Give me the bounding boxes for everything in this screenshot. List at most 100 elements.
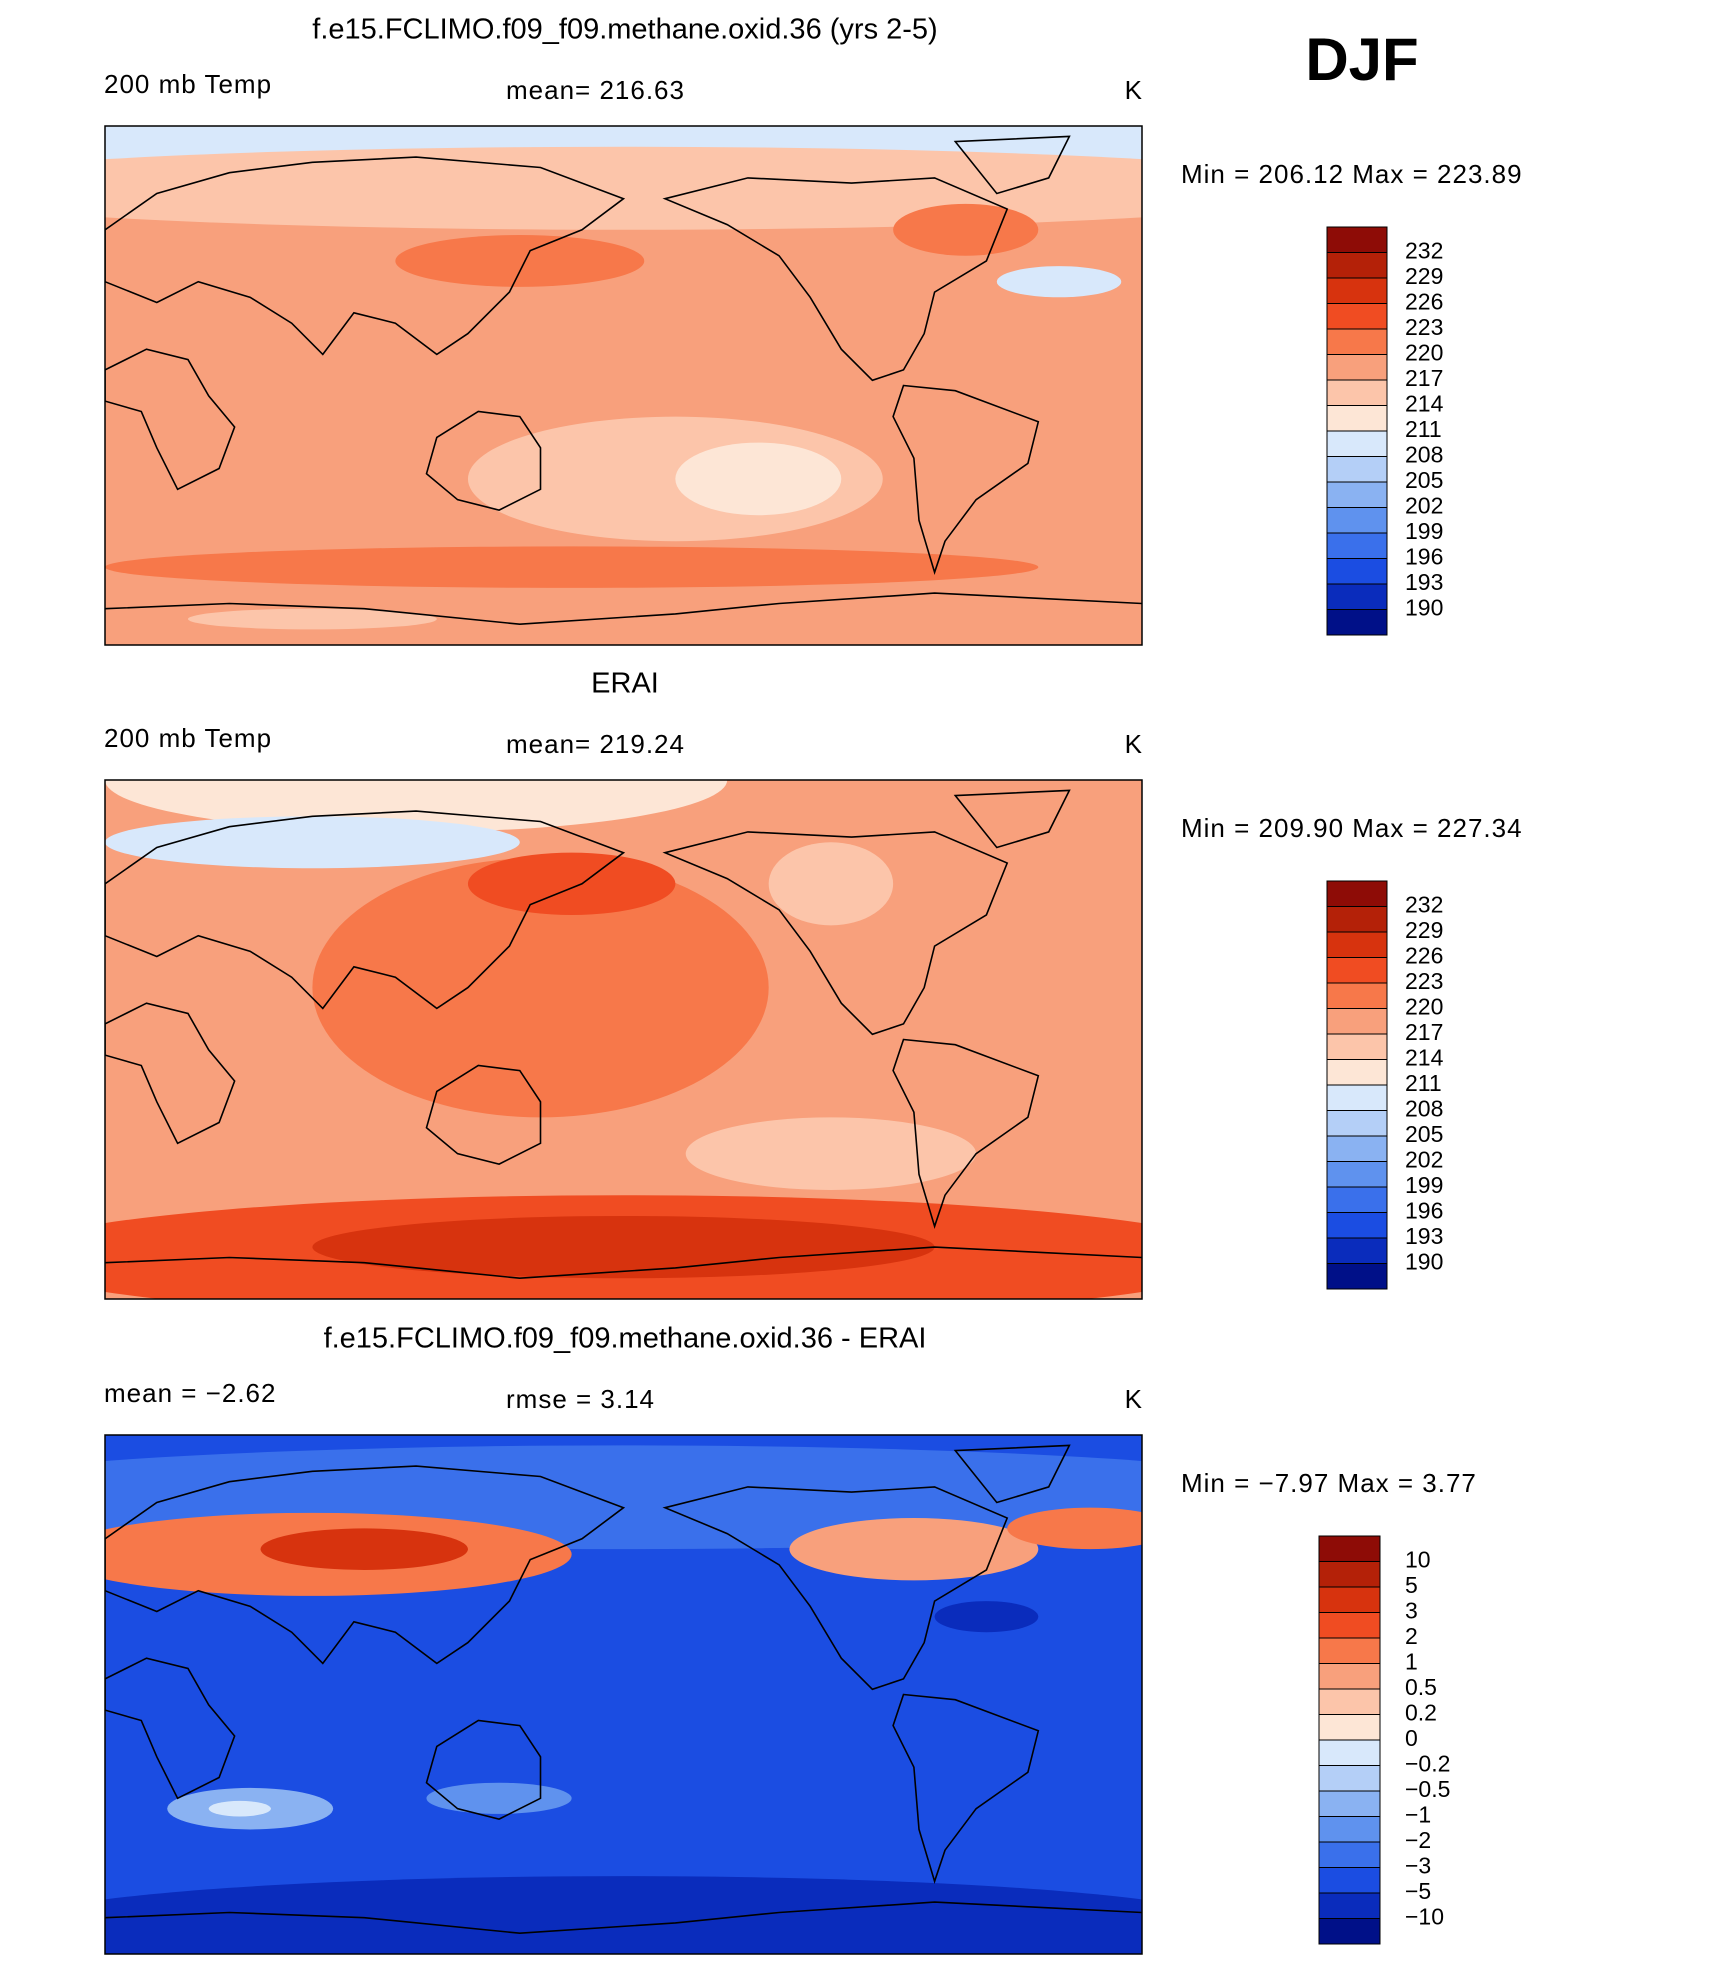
colorbar-box (1326, 405, 1388, 432)
coastline (105, 592, 1142, 626)
colorbar-label: 226 (1405, 943, 1443, 969)
contour-region (934, 1601, 1039, 1633)
colorbar-box (1326, 226, 1388, 253)
colorbar-label: 217 (1405, 1019, 1443, 1045)
colorbar-box (1318, 1790, 1381, 1817)
colorbar-box (1326, 583, 1388, 610)
center-label: rmse = 3.14 (506, 1384, 655, 1414)
colorbar-label: 196 (1405, 1198, 1443, 1224)
colorbar-label: 2 (1405, 1623, 1418, 1649)
colorbar-label: −0.2 (1405, 1751, 1450, 1777)
colorbar-label: 202 (1405, 493, 1443, 519)
colorbar-label: 202 (1405, 1147, 1443, 1173)
panel: f.e15.FCLIMO.f09_f09.methane.oxid.36 (yr… (104, 14, 1522, 646)
coastline (953, 135, 1071, 195)
coastline (105, 1246, 1142, 1280)
colorbar-box (1318, 1739, 1381, 1766)
coastline (662, 1486, 1009, 1691)
left-label: 200 mb Temp (104, 723, 272, 753)
colorbar-label: 0.2 (1405, 1700, 1437, 1726)
colorbar-box (1326, 1263, 1388, 1290)
contour-region (187, 608, 437, 630)
contour-region (105, 146, 1142, 230)
colorbar-label: 0 (1405, 1725, 1418, 1751)
coastline (425, 1719, 542, 1820)
contour-region (996, 266, 1122, 298)
contour-region (105, 1876, 1142, 1954)
colorbar-label: 211 (1405, 416, 1442, 442)
colorbar-box (1326, 1237, 1388, 1264)
units-label: K (1125, 1384, 1143, 1414)
map (105, 1435, 1142, 1954)
colorbar-label: 211 (1405, 1070, 1442, 1096)
map-frame (104, 1434, 1143, 1955)
colorbar-box (1326, 277, 1388, 304)
colorbar-label: 193 (1405, 1223, 1443, 1249)
range-label: Min = 209.90 Max = 227.34 (1181, 813, 1523, 843)
coastline (953, 789, 1071, 849)
panel: ERAI 200 mb Temp mean= 219.24 K Min = 209.90… (104, 668, 1523, 1300)
contour-region (675, 442, 842, 516)
range-label: Min = −7.97 Max = 3.77 (1181, 1468, 1477, 1498)
colorbar-label: −3 (1405, 1853, 1431, 1879)
colorbar-box (1326, 1059, 1388, 1086)
coastline (425, 410, 542, 511)
coastline (105, 348, 236, 491)
colorbar-label: 10 (1405, 1547, 1431, 1573)
center-label: mean= 216.63 (506, 75, 685, 105)
colorbar-box (1318, 1714, 1381, 1741)
colorbar-box (1326, 1186, 1388, 1213)
map (105, 780, 1142, 1299)
left-label: mean = −2.62 (104, 1378, 276, 1408)
colorbar-box (1326, 1161, 1388, 1188)
colorbar-box (1326, 252, 1388, 279)
colorbar-box (1326, 430, 1388, 457)
colorbar-box (1326, 303, 1388, 330)
panel-title: f.e15.FCLIMO.f09_f09.methane.oxid.36 - E… (324, 1323, 927, 1355)
colorbar-label: 229 (1405, 263, 1443, 289)
contour-region (260, 1528, 468, 1570)
colorbar-box (1326, 931, 1388, 958)
colorbar-box (1326, 880, 1388, 907)
colorbar-box (1326, 982, 1388, 1009)
colorbar-label: −10 (1405, 1904, 1444, 1930)
contour-region (789, 1518, 1039, 1581)
colorbar-label: 0.5 (1405, 1674, 1437, 1700)
colorbar-box (1326, 609, 1388, 636)
contour-region (426, 1782, 572, 1814)
contour-region (395, 234, 645, 287)
colorbar-box (1326, 1008, 1388, 1035)
colorbar-label: 199 (1405, 518, 1443, 544)
coastline (953, 1444, 1071, 1504)
colorbar-label: 232 (1405, 238, 1443, 264)
coastline (662, 177, 1009, 382)
colorbar-label: −5 (1405, 1878, 1431, 1904)
colorbar-label: −1 (1405, 1802, 1431, 1828)
map-frame (104, 125, 1143, 646)
contour-region (1007, 1507, 1142, 1550)
colorbar-box (1326, 379, 1388, 406)
map (105, 126, 1142, 645)
contour-region (467, 852, 676, 915)
colorbar-box (1318, 1663, 1381, 1690)
colorbar-label: 232 (1405, 892, 1443, 918)
colorbar-box (1326, 1212, 1388, 1239)
colorbar-label: 199 (1405, 1172, 1443, 1198)
units-label: K (1125, 75, 1143, 105)
contour-region (105, 816, 520, 869)
left-label: 200 mb Temp (104, 69, 272, 99)
coastline (425, 1064, 542, 1165)
colorbar-box (1318, 1765, 1381, 1792)
colorbar-box (1326, 532, 1388, 559)
units-label: K (1125, 729, 1143, 759)
map-frame (104, 779, 1143, 1300)
contour-region (893, 203, 1039, 256)
panel-title: ERAI (591, 668, 659, 700)
panel-title: f.e15.FCLIMO.f09_f09.methane.oxid.36 (yr… (312, 14, 937, 46)
colorbar-box (1326, 1084, 1388, 1111)
colorbar-box (1326, 481, 1388, 508)
colorbar-box (1326, 354, 1388, 381)
contour-region (208, 1800, 271, 1817)
